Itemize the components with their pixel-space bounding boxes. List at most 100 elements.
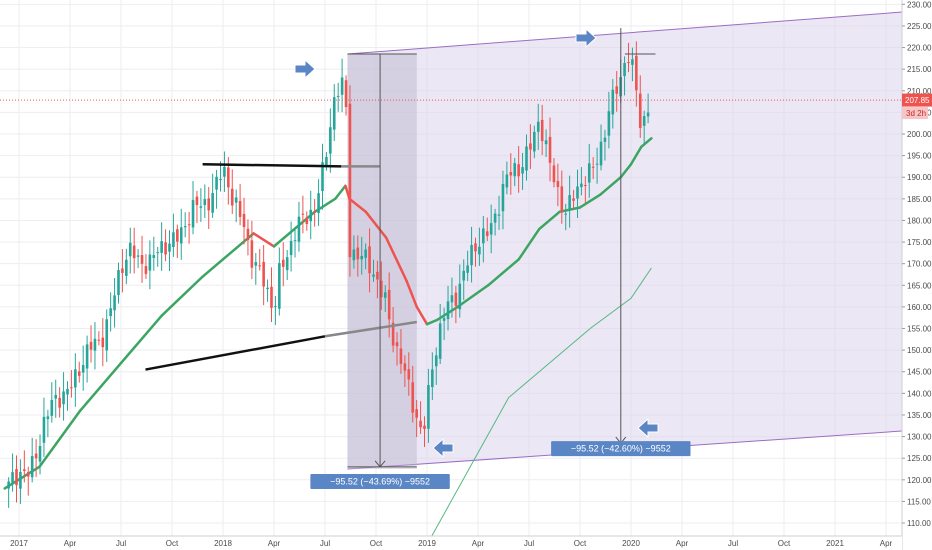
ema-short-segment bbox=[201, 258, 225, 278]
candle-body bbox=[113, 295, 116, 311]
measure-label-right[interactable]: −95.52 (−42.60%) −9552 bbox=[551, 441, 691, 457]
candle-body bbox=[580, 183, 583, 188]
drawings[interactable]: −95.52 (−43.69%) −9552 −95.52 (−42.60%) −… bbox=[0, 27, 902, 490]
measure-label-left[interactable]: −95.52 (−43.69%) −9552 bbox=[310, 474, 450, 490]
price-tick-label: 115.00 bbox=[907, 497, 931, 506]
candle-body bbox=[117, 270, 120, 296]
candle-body bbox=[387, 289, 391, 320]
ema-short-segment bbox=[252, 232, 276, 248]
price-tick-label: 145.00 bbox=[907, 368, 932, 377]
candle-body bbox=[15, 468, 18, 486]
candle-body bbox=[478, 246, 481, 255]
price-axis-bg bbox=[902, 0, 932, 550]
candle-body bbox=[391, 322, 395, 346]
price-axis[interactable]: 110.00 115.00 120.00 125.00 130.00 135.00 140.… bbox=[901, 0, 932, 550]
ema-short-segment bbox=[160, 275, 204, 317]
arrow-right-icon bbox=[294, 58, 316, 80]
candle-body bbox=[317, 193, 320, 214]
candle-body bbox=[164, 242, 167, 255]
candle-body bbox=[297, 216, 301, 242]
price-tick-label: 195.00 bbox=[907, 152, 932, 161]
ma-long-line bbox=[426, 267, 652, 545]
candle-body bbox=[140, 254, 144, 264]
ema-short-segment bbox=[517, 227, 541, 261]
support-line-extension[interactable] bbox=[324, 320, 417, 338]
candle-body bbox=[187, 224, 191, 226]
candle-body bbox=[423, 425, 426, 429]
price-tick-label: 175.00 bbox=[907, 238, 932, 247]
measure-label-left-bg bbox=[310, 474, 450, 490]
support-line[interactable] bbox=[145, 335, 326, 371]
candle-body bbox=[344, 80, 348, 108]
candle-body bbox=[215, 176, 218, 190]
time-tick-label: Apr bbox=[268, 539, 281, 548]
candle-body bbox=[646, 112, 650, 117]
candle-body bbox=[183, 226, 187, 228]
candle-body bbox=[489, 223, 493, 235]
candle-body bbox=[482, 228, 485, 244]
time-tick-label: Apr bbox=[880, 539, 893, 548]
candle-body bbox=[458, 283, 462, 310]
measure-arrow-left-head bbox=[374, 460, 386, 468]
candle-body bbox=[293, 240, 297, 242]
candle-body bbox=[85, 344, 89, 369]
candle-body bbox=[348, 103, 352, 258]
ema-short-segment bbox=[119, 314, 164, 365]
candle-body bbox=[521, 167, 524, 174]
candle-body bbox=[340, 77, 344, 95]
candle-body bbox=[54, 394, 58, 399]
candle-body bbox=[207, 198, 211, 211]
price-tick-label: 125.00 bbox=[907, 454, 932, 463]
price-tick-label: 190.00 bbox=[907, 173, 932, 182]
channel-upper-line[interactable] bbox=[347, 9, 932, 55]
candle-body bbox=[234, 197, 238, 203]
time-tick-label: Jul bbox=[524, 539, 534, 548]
price-tick-label: 210.00 bbox=[907, 87, 932, 96]
candle-body bbox=[529, 143, 532, 150]
price-tick-label: 220.00 bbox=[907, 44, 932, 53]
candles bbox=[7, 41, 650, 508]
candle-body bbox=[517, 164, 520, 177]
candle-body bbox=[407, 369, 411, 380]
countdown-label: 3d 2h bbox=[906, 109, 926, 118]
candle-body bbox=[34, 453, 38, 459]
time-axis[interactable]: 2017 Apr Jul Oct 2018 Apr Jul Oct 2019 Apr Jul Oct 2… bbox=[0, 535, 902, 550]
candle-body bbox=[136, 255, 140, 257]
candle-body bbox=[454, 292, 458, 306]
candle-body bbox=[254, 262, 258, 266]
time-tick-label: Apr bbox=[676, 539, 689, 548]
candle-body bbox=[485, 231, 489, 237]
ema-short-segment bbox=[456, 284, 490, 309]
time-tick-label: 2020 bbox=[622, 539, 640, 548]
candle-body bbox=[156, 252, 160, 254]
candle-body bbox=[125, 259, 128, 276]
candle-body bbox=[281, 259, 285, 267]
last-price-label: 207.85 bbox=[905, 96, 930, 105]
regression-channel[interactable] bbox=[347, 9, 932, 470]
candle-body bbox=[438, 323, 442, 359]
candle-body bbox=[132, 245, 136, 259]
time-tick-label: Apr bbox=[64, 539, 77, 548]
price-tick-label: 160.00 bbox=[907, 303, 932, 312]
candle-body bbox=[474, 243, 477, 252]
candle-body bbox=[540, 119, 544, 142]
candle-body bbox=[564, 213, 568, 215]
price-tick-label: 130.00 bbox=[907, 433, 932, 442]
countdown-badge bbox=[902, 107, 928, 120]
candle-body bbox=[26, 472, 30, 477]
measure-label-right-bg bbox=[551, 441, 691, 457]
time-tick-label: Oct bbox=[574, 539, 587, 548]
price-tick-label: 165.00 bbox=[907, 281, 932, 290]
candle-body bbox=[372, 274, 375, 277]
candle-body bbox=[572, 198, 575, 201]
time-tick-label: Jul bbox=[320, 539, 330, 548]
candle-body bbox=[101, 337, 105, 348]
candle-body bbox=[274, 306, 277, 308]
resistance-line[interactable] bbox=[202, 163, 342, 168]
measure-label-left-text: −95.52 (−43.69%) −9552 bbox=[330, 477, 430, 487]
price-tick-label: 120.00 bbox=[907, 476, 932, 485]
candle-body bbox=[505, 174, 509, 188]
ema-short-segment bbox=[486, 258, 521, 287]
